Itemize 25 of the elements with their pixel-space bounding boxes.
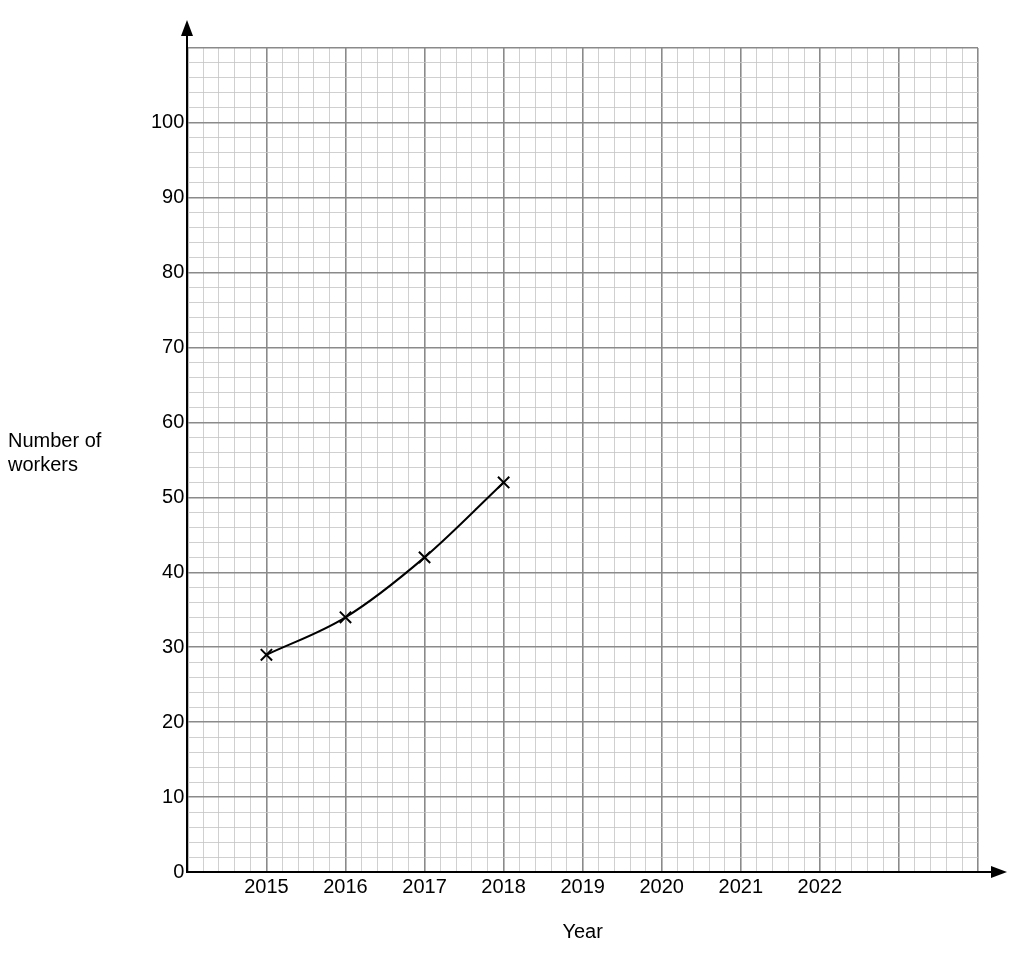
y-tick-label: 0 <box>173 859 185 882</box>
y-tick-label: 70 <box>162 335 185 358</box>
point <box>338 610 353 624</box>
x-tick-label: 2016 <box>323 874 368 897</box>
y-tick-label: 60 <box>162 410 185 433</box>
y-tick-label: 90 <box>162 185 185 208</box>
point <box>259 648 274 662</box>
x-tick-label: 2022 <box>797 874 843 897</box>
y-tick-label: 40 <box>162 559 185 582</box>
x-tick-label: 2021 <box>718 874 764 897</box>
point <box>417 550 432 565</box>
x-tick-label: 2020 <box>639 874 684 897</box>
y-axis-title: Number of workers <box>8 428 103 476</box>
y-tick-label: 80 <box>162 260 185 283</box>
x-axis-title: Year <box>562 919 604 942</box>
y-tick-label: 50 <box>162 484 185 507</box>
x-tick-label: 2018 <box>481 874 526 897</box>
point <box>496 475 511 490</box>
y-tick-label: 10 <box>162 784 185 807</box>
y-tick-label: 100 <box>150 110 185 133</box>
x-tick-label: 2019 <box>560 874 605 897</box>
y-tick-label: 20 <box>162 709 185 732</box>
x-tick-label: 2017 <box>402 874 447 897</box>
y-tick-label: 30 <box>162 634 185 657</box>
x-tick-label: 2015 <box>244 874 289 897</box>
